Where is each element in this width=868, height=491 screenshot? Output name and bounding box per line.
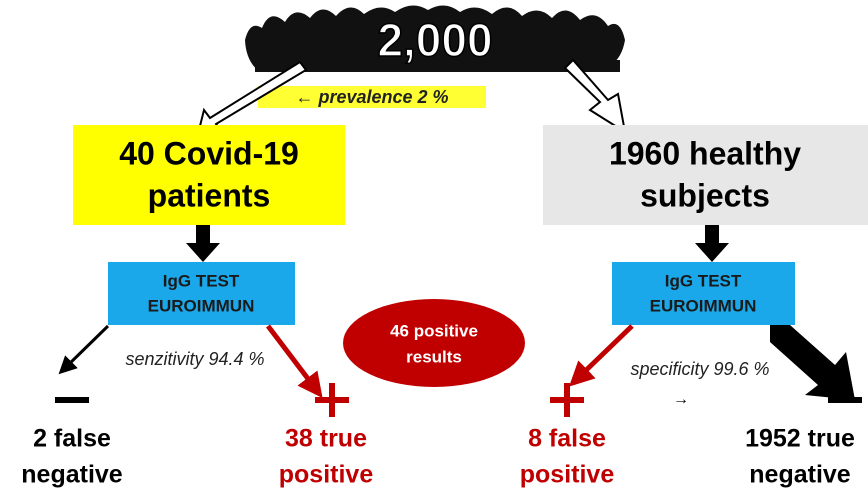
arrow [578,326,632,378]
arrow [65,326,108,368]
label: patients [148,177,271,213]
label: 40 Covid-19 [119,135,299,171]
label: IgG TEST [665,271,742,290]
label: EUROIMMUN [148,296,255,315]
prevalence: ← prevalence 2 % [295,87,448,107]
outcomes: 2 false negative 38 true positive 8 false pos… [21,425,855,489]
label: 46 positive [390,321,478,340]
sensitivity: senzitivity 94.4 % [125,349,264,369]
label: IgG TEST [163,271,240,290]
minus [55,397,89,403]
label: subjects [640,177,770,213]
outcome-label: negative [749,461,851,489]
arrow [695,225,729,262]
label: results [406,347,462,366]
plus [329,383,335,417]
plus [564,383,570,417]
outcome-label: negative [21,461,123,489]
page: {"population": "2,000", "prevalence": "←… [0,0,868,491]
minus [828,397,862,403]
outcome-label: 8 false [528,425,606,453]
outcome-label: 38 true [285,425,367,453]
diagram: 2,000 ← prevalence 2 % 40 Covid-19 patie… [0,0,868,491]
specificity: specificity 99.6 % [630,359,769,379]
arrow [186,225,220,262]
outcome-label: 2 false [33,425,111,453]
label: 1960 healthy [609,135,801,171]
outcome-label: positive [520,461,615,489]
population: 2,000 [377,14,492,66]
label: EUROIMMUN [650,296,757,315]
positive-ellipse [343,299,525,387]
arrow [770,325,855,400]
outcome-label: positive [279,461,374,489]
arrow-symbol: → [673,391,689,408]
outcome-label: 1952 true [745,425,855,453]
arrow [268,326,315,388]
